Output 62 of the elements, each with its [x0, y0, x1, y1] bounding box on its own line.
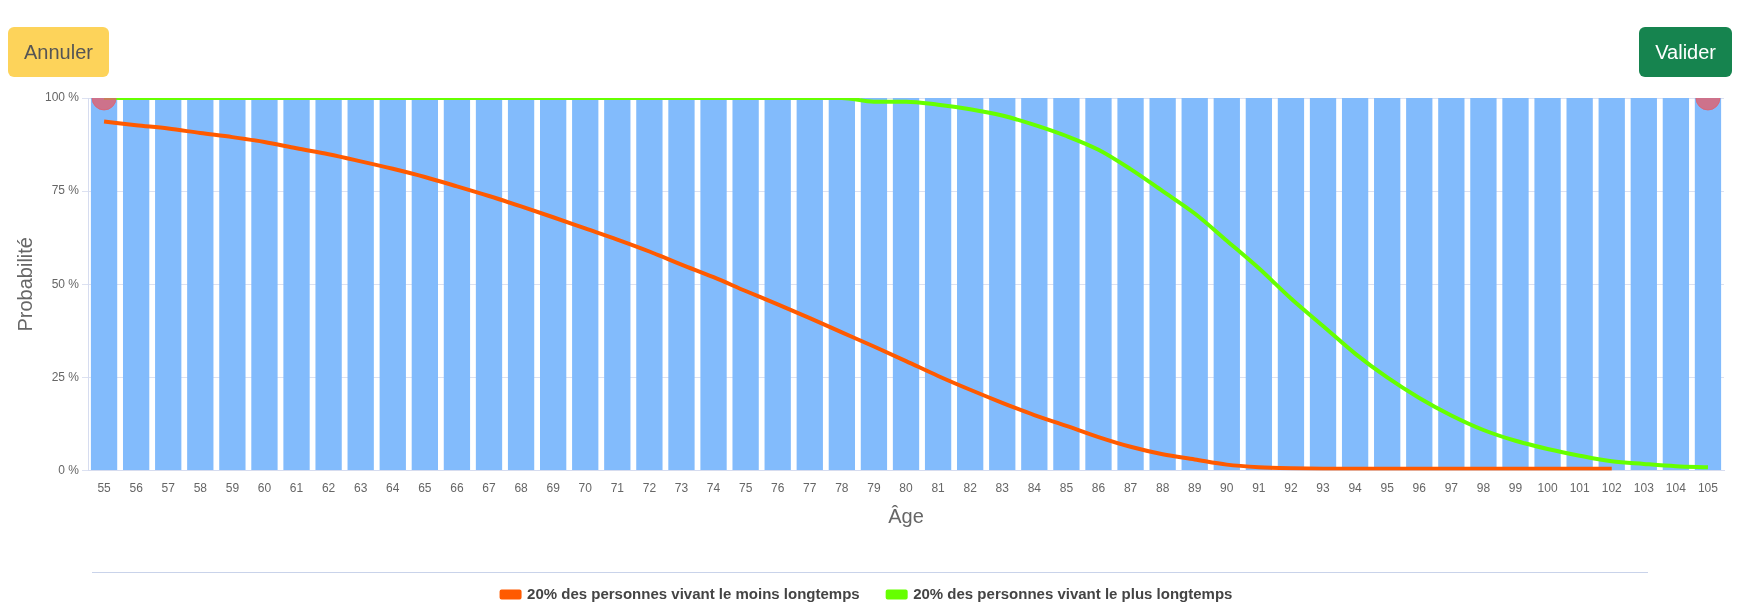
- x-tick-label: 100: [1537, 481, 1558, 496]
- x-tick-label: 86: [1091, 481, 1106, 496]
- x-tick-label: 55: [97, 481, 112, 496]
- x-tick-label: 74: [706, 481, 721, 496]
- y-tick-label: 50 %: [51, 276, 80, 291]
- x-tick-label: 94: [1348, 481, 1363, 496]
- y-tick-label: 100 %: [44, 90, 80, 105]
- x-tick-label: 87: [1123, 481, 1138, 496]
- x-tick-label: 85: [1059, 481, 1074, 496]
- x-tick-label: 83: [995, 481, 1010, 496]
- x-tick-label: 60: [257, 481, 272, 496]
- x-tick-label: 101: [1569, 481, 1590, 496]
- x-tick-label: 88: [1155, 481, 1170, 496]
- x-tick-label: 59: [225, 481, 240, 496]
- x-tick-label: 57: [161, 481, 176, 496]
- x-tick-label: 76: [771, 481, 785, 496]
- x-tick-label: 104: [1665, 481, 1687, 496]
- x-tick-label: 84: [1027, 481, 1042, 496]
- x-tick-label: 105: [1697, 481, 1719, 496]
- x-tick-label: 91: [1252, 481, 1266, 496]
- x-tick-label: 63: [354, 481, 368, 496]
- x-tick-label: 65: [418, 481, 432, 496]
- x-tick-label: 80: [899, 481, 914, 496]
- x-tick-label: 56: [129, 481, 144, 496]
- x-axis-title: Âge: [888, 504, 924, 527]
- legend-label: 20% des personnes vivant le plus longtemps: [913, 584, 1233, 602]
- x-tick-label: 97: [1444, 481, 1459, 496]
- x-tick-label: 92: [1284, 481, 1298, 496]
- x-tick-label: 70: [578, 481, 593, 496]
- x-tick-label: 89: [1188, 481, 1202, 496]
- y-axis-title: Probabilité: [13, 237, 36, 332]
- x-tick-label: 95: [1380, 481, 1395, 496]
- x-tick-label: 79: [867, 481, 881, 496]
- x-tick-label: 64: [386, 481, 400, 496]
- x-tick-label: 82: [963, 481, 978, 496]
- y-tick-label: 75 %: [51, 183, 80, 198]
- x-tick-label: 58: [193, 481, 208, 496]
- x-tick-label: 93: [1316, 481, 1331, 496]
- y-tick-label: 25 %: [51, 369, 80, 384]
- y-tick-label: 0 %: [58, 462, 80, 477]
- x-tick-label: 73: [674, 481, 689, 496]
- x-tick-label: 78: [835, 481, 849, 496]
- x-tick-label: 90: [1220, 481, 1234, 496]
- x-tick-label: 62: [321, 481, 336, 496]
- x-tick-label: 103: [1633, 481, 1655, 496]
- x-tick-label: 102: [1601, 481, 1623, 496]
- x-tick-label: 67: [482, 481, 496, 496]
- x-tick-label: 77: [803, 481, 817, 496]
- x-tick-label: 98: [1476, 481, 1491, 496]
- button[interactable]: Valider: [1639, 27, 1732, 77]
- x-tick-label: 75: [738, 481, 753, 496]
- x-tick-label: 69: [546, 481, 561, 496]
- x-tick-label: 99: [1508, 481, 1523, 496]
- x-tick-label: 66: [450, 481, 464, 496]
- x-tick-label: 96: [1412, 481, 1427, 496]
- x-tick-label: 72: [642, 481, 657, 496]
- x-tick-label: 71: [610, 481, 625, 496]
- x-tick-label: 61: [289, 481, 304, 496]
- legend-label: 20% des personnes vivant le moins longtemps: [527, 584, 860, 602]
- x-tick-label: 81: [931, 481, 946, 496]
- button[interactable]: Annuler: [8, 27, 109, 77]
- x-tick-label: 68: [514, 481, 529, 496]
